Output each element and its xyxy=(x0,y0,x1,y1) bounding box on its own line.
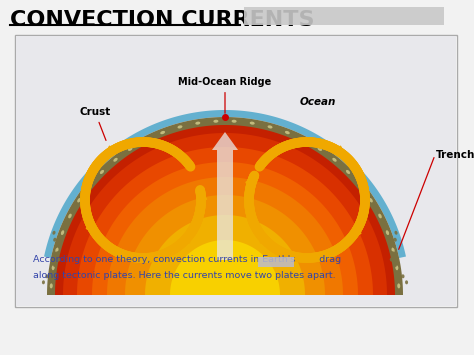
Ellipse shape xyxy=(232,120,237,123)
Bar xyxy=(244,7,444,25)
Text: Trench: Trench xyxy=(436,150,474,160)
Ellipse shape xyxy=(398,268,401,273)
Ellipse shape xyxy=(378,214,382,218)
Polygon shape xyxy=(77,147,373,295)
Ellipse shape xyxy=(52,265,55,270)
Ellipse shape xyxy=(88,183,92,188)
Ellipse shape xyxy=(46,274,48,278)
Ellipse shape xyxy=(128,147,133,151)
Ellipse shape xyxy=(68,214,72,218)
Ellipse shape xyxy=(401,274,404,278)
Polygon shape xyxy=(47,117,403,295)
Polygon shape xyxy=(145,215,305,295)
Ellipse shape xyxy=(178,125,182,129)
Ellipse shape xyxy=(55,251,59,255)
Ellipse shape xyxy=(332,158,337,162)
Ellipse shape xyxy=(50,283,53,288)
Ellipse shape xyxy=(61,230,64,235)
Ellipse shape xyxy=(213,120,219,123)
Polygon shape xyxy=(125,195,325,295)
Ellipse shape xyxy=(250,122,255,125)
Ellipse shape xyxy=(42,280,45,284)
Ellipse shape xyxy=(55,245,57,248)
Ellipse shape xyxy=(394,238,397,242)
Ellipse shape xyxy=(49,268,52,273)
Ellipse shape xyxy=(57,258,60,262)
Ellipse shape xyxy=(369,198,373,202)
Polygon shape xyxy=(170,240,280,295)
Text: Ocean: Ocean xyxy=(300,97,337,107)
Bar xyxy=(16,36,456,306)
Ellipse shape xyxy=(195,122,200,125)
Polygon shape xyxy=(44,110,406,258)
Ellipse shape xyxy=(394,263,397,267)
Ellipse shape xyxy=(358,183,362,188)
Ellipse shape xyxy=(285,131,290,134)
Text: Crust: Crust xyxy=(79,107,110,141)
Ellipse shape xyxy=(397,283,400,288)
Ellipse shape xyxy=(392,251,394,255)
Ellipse shape xyxy=(55,247,58,252)
Ellipse shape xyxy=(405,280,408,284)
Polygon shape xyxy=(107,177,343,295)
Ellipse shape xyxy=(392,245,396,248)
Ellipse shape xyxy=(113,158,118,162)
Ellipse shape xyxy=(318,147,322,151)
Ellipse shape xyxy=(100,170,104,174)
Polygon shape xyxy=(92,162,358,295)
Ellipse shape xyxy=(53,238,56,242)
Ellipse shape xyxy=(53,263,56,267)
Ellipse shape xyxy=(392,247,395,252)
FancyArrow shape xyxy=(212,132,238,260)
Ellipse shape xyxy=(394,231,398,235)
Text: CONVECTION CURRENTS: CONVECTION CURRENTS xyxy=(10,10,315,30)
Text: Mid-Ocean Ridge: Mid-Ocean Ridge xyxy=(178,77,272,113)
Text: According to one theory, convection currents in Earth's        drag: According to one theory, convection curr… xyxy=(33,255,341,264)
Bar xyxy=(15,35,457,307)
Ellipse shape xyxy=(268,125,273,129)
Ellipse shape xyxy=(77,198,81,202)
Ellipse shape xyxy=(160,131,165,134)
Polygon shape xyxy=(63,133,387,295)
Ellipse shape xyxy=(346,170,350,174)
Bar xyxy=(258,257,294,267)
Ellipse shape xyxy=(53,231,55,235)
Ellipse shape xyxy=(390,258,393,262)
Polygon shape xyxy=(50,120,400,295)
Ellipse shape xyxy=(301,138,306,142)
Ellipse shape xyxy=(144,138,148,142)
Text: along tectonic plates. Here the currents move two plates apart.: along tectonic plates. Here the currents… xyxy=(33,271,336,280)
Ellipse shape xyxy=(395,265,398,270)
Ellipse shape xyxy=(386,230,389,235)
